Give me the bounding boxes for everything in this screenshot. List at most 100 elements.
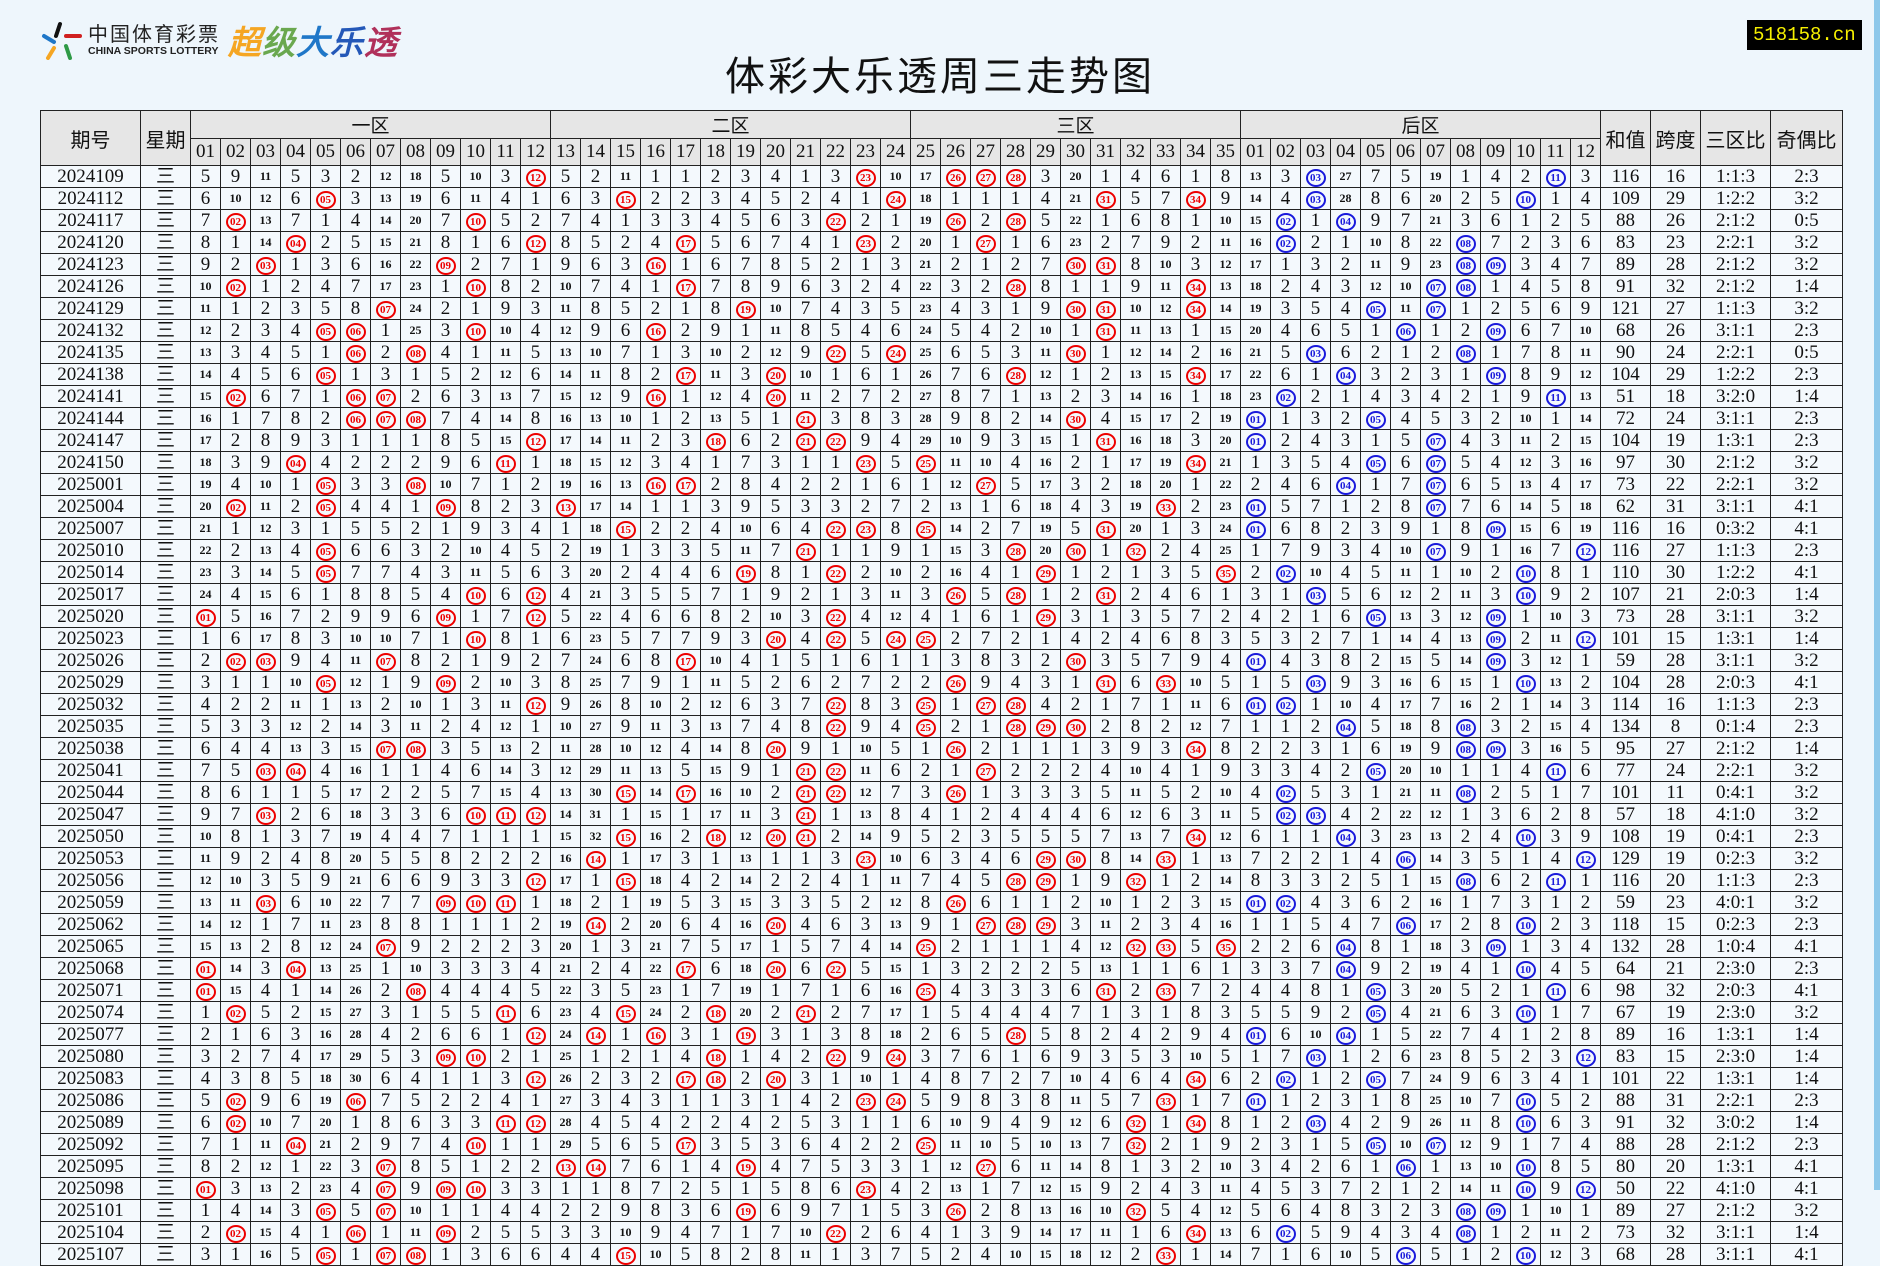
front-omission-cell: 4 [670,1045,702,1068]
front-omission-cell: 34 [1180,1067,1212,1090]
front-omission-cell: 19 [730,1155,762,1178]
front-omission-cell: 2 [340,451,371,474]
front-omission-cell: 1 [460,231,491,254]
front-omission-cell: 07 [370,1199,401,1222]
front-omission-cell: 2 [490,847,521,870]
front-omission-cell: 4 [220,583,251,606]
front-winning-number: 01 [195,961,216,979]
front-omission-cell: 9 [610,715,642,738]
front-winning-number: 22 [825,565,846,583]
front-omission-cell: 32 [1120,539,1152,562]
front-omission-cell: 12 [250,187,281,210]
front-omission-cell: 8 [700,1243,732,1266]
front-omission-cell: 3 [670,539,702,562]
front-omission-cell: 4 [280,847,311,870]
back-omission-cell: 1 [1450,891,1482,914]
front-omission-cell: 3 [1090,385,1122,408]
front-winning-number: 20 [765,1071,786,1089]
front-omission-cell: 5 [850,627,882,650]
back-omission-cell: 10 [1450,1089,1482,1112]
front-omission-cell: 8 [1090,1155,1122,1178]
front-omission-cell: 15 [880,957,912,980]
front-winning-number: 30 [1065,257,1086,275]
front-omission-cell: 1 [1090,605,1122,628]
site-badge: 518158.cn [1747,20,1862,50]
front-omission-cell: 7 [190,209,221,232]
front-omission-cell: 1 [370,429,401,452]
front-omission-cell: 2 [1060,583,1092,606]
front-omission-cell: 6 [490,1243,521,1266]
front-omission-cell: 5 [1030,1023,1062,1046]
front-omission-cell: 2 [280,495,311,518]
back-omission-cell: 3 [1390,979,1422,1002]
period-cell: 2025062 [40,913,141,936]
front-omission-cell: 8 [610,693,642,716]
front-winning-number: 05 [315,1203,336,1221]
front-omission-cell: 2 [850,275,882,298]
front-omission-cell: 5 [430,363,461,386]
back-omission-cell: 9 [1570,297,1602,320]
back-omission-cell: 10 [1510,957,1542,980]
front-omission-cell: 6 [820,1177,852,1200]
front-omission-cell: 2 [519,847,552,870]
front-omission-cell: 6 [970,605,1002,628]
front-omission-cell: 12 [700,385,732,408]
front-omission-cell: 11 [460,561,491,584]
front-winning-number: 07 [375,411,396,429]
span-cell: 23 [1650,231,1702,254]
front-omission-cell: 17 [250,627,281,650]
front-omission-cell: 6 [190,187,221,210]
front-omission-cell: 32 [1120,1199,1152,1222]
front-winning-number: 30 [1065,345,1086,363]
front-omission-cell: 3 [700,891,732,914]
back-omission-cell: 2 [1540,209,1572,232]
front-number-header: 31 [1090,138,1122,166]
front-omission-cell: 5 [1150,781,1182,804]
front-omission-cell: 26 [940,209,972,232]
sum-cell: 109 [1600,187,1652,210]
front-omission-cell: 9 [760,275,792,298]
front-omission-cell: 1 [580,935,612,958]
period-cell: 2024141 [40,385,141,408]
front-omission-cell: 6 [760,1199,792,1222]
back-omission-cell: 8 [1420,715,1452,738]
front-omission-cell: 22 [580,605,612,628]
back-omission-cell: 1 [1240,539,1272,562]
front-omission-cell: 5 [490,1221,521,1244]
front-omission-cell: 32 [1120,935,1152,958]
front-omission-cell: 1 [519,1045,552,1068]
back-omission-cell: 1 [1480,275,1512,298]
front-omission-cell: 06 [340,407,371,430]
front-omission-cell: 9 [190,803,221,826]
span-cell: 30 [1650,561,1702,584]
front-omission-cell: 18 [550,891,582,914]
front-omission-cell: 29 [910,429,942,452]
front-omission-cell: 4 [940,869,972,892]
front-omission-cell: 1 [700,847,732,870]
front-omission-cell: 9 [400,671,431,694]
front-omission-cell: 1 [310,693,341,716]
front-omission-cell: 14 [490,759,521,782]
front-omission-cell: 3 [610,935,642,958]
front-omission-cell: 3 [610,583,642,606]
front-winning-number: 01 [195,983,216,1001]
back-omission-cell: 14 [1390,627,1422,650]
front-omission-cell: 2 [670,1001,702,1024]
front-omission-cell: 8 [850,407,882,430]
back-omission-cell: 4 [1240,781,1272,804]
odd-even-cell: 4:1 [1770,671,1844,694]
front-omission-cell: 12 [519,1023,552,1046]
front-omission-cell: 3 [250,957,281,980]
front-winning-number: 09 [435,895,456,913]
front-omission-cell: 1 [610,1023,642,1046]
back-omission-cell: 4 [1450,957,1482,980]
front-omission-cell: 14 [1030,407,1062,430]
front-omission-cell: 2 [519,275,552,298]
front-omission-cell: 9 [970,671,1002,694]
back-winning-number: 10 [1515,829,1536,847]
odd-even-cell: 4:1 [1770,561,1844,584]
front-omission-cell: 5 [580,231,612,254]
front-omission-cell: 6 [250,385,281,408]
front-omission-cell: 6 [1120,209,1152,232]
front-winning-number: 15 [615,191,636,209]
